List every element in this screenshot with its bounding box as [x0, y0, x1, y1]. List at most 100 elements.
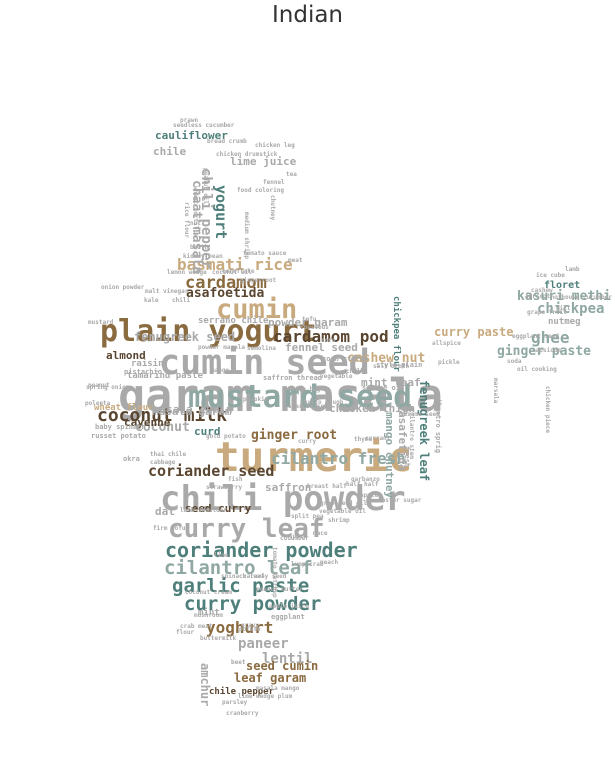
cloud-word: mint	[198, 608, 220, 618]
cloud-word: polenta	[85, 400, 111, 407]
cloud-word: curry powder	[184, 593, 322, 615]
cloud-word: almond	[106, 349, 146, 362]
cloud-word: curry paste	[434, 325, 514, 339]
cloud-word: mint leaf	[361, 376, 421, 389]
cloud-word: broth	[190, 244, 209, 251]
cloud-word: saffron	[265, 481, 312, 494]
cloud-word: capsicum	[532, 347, 561, 354]
cloud-word: fish	[228, 476, 243, 483]
cloud-word: grapeseed oil	[320, 500, 367, 507]
cloud-word: cilantro leaf	[164, 557, 313, 579]
cloud-word: shrimp	[328, 517, 350, 524]
cloud-word: coconut milk	[97, 405, 228, 426]
cloud-word: masala garam	[152, 405, 232, 418]
cloud-word: apricot	[525, 293, 551, 300]
cloud-word: curry	[298, 438, 317, 445]
cloud-word: gingerroot	[240, 277, 277, 284]
cloud-word: curry leaf	[168, 514, 325, 544]
cloud-word: sesame seed	[400, 411, 440, 418]
cloud-word: chili	[172, 297, 191, 304]
cloud-word: chicken leg	[255, 142, 295, 149]
cloud-word: masala cumin	[153, 403, 233, 416]
cloud-word: eggplant seed	[512, 333, 559, 340]
cloud-word: serrano chile	[198, 316, 269, 326]
cloud-word: bread crumb	[207, 138, 247, 145]
cloud-word: cardamom	[185, 273, 267, 293]
cloud-word: cilantro stem	[408, 412, 415, 459]
cloud-word: grape fruit	[527, 309, 567, 316]
cloud-word: meat	[288, 257, 303, 264]
cloud-word: corn starch	[322, 355, 369, 363]
cloud-word: breast half	[307, 483, 347, 490]
cloud-word: coconut	[135, 420, 190, 435]
cloud-word: half half	[346, 481, 379, 488]
cloud-word: split pea	[291, 513, 324, 520]
cloud-word: thyme	[354, 436, 373, 443]
cloud-word: cilantro fresh	[271, 449, 406, 468]
cloud-word: wheat tortilla	[192, 186, 199, 237]
cloud-word: beet	[231, 659, 246, 666]
cloud-word: lump crab	[291, 561, 324, 568]
cloud-word: fennel seed	[285, 341, 358, 354]
cloud-word: dal	[155, 505, 175, 518]
cloud-word: curd	[194, 425, 221, 438]
cloud-word: garam masala	[118, 369, 444, 422]
cloud-word: seed curry	[185, 502, 252, 515]
cloud-word: coriander powder	[165, 538, 358, 562]
cloud-word: cardamom pod	[273, 327, 389, 346]
cloud-word: peanut butter	[256, 586, 303, 593]
cloud-word: food coloring	[237, 187, 284, 194]
cloud-word: wheat flour	[94, 403, 154, 413]
cloud-word: kasuri methi	[517, 289, 611, 304]
cloud-word: semolina	[247, 345, 276, 352]
cloud-word: prawn	[180, 117, 199, 124]
cloud-word: style plain	[376, 361, 423, 369]
cloud-word: oil cooking	[517, 366, 557, 373]
cloud-word: nut	[190, 220, 201, 227]
cloud-word: okra	[123, 455, 140, 463]
cloud-word: crab meat	[180, 623, 213, 630]
cloud-word: asafoetida	[186, 286, 265, 301]
cloud-word: saffron thread	[263, 374, 323, 382]
cloud-word: chile pepper	[209, 687, 275, 697]
cloud-word: lentil	[262, 651, 313, 667]
cloud-word: cashew nut	[347, 351, 426, 366]
cloud-word: kale	[144, 297, 159, 304]
cloud-word: strawberry	[206, 484, 243, 491]
cloud-word: tofu	[302, 316, 317, 323]
cloud-word: apple juice	[269, 603, 309, 610]
cloud-word: chicken piece	[544, 386, 551, 433]
cloud-word: powder garam	[268, 316, 348, 329]
cloud-word: ginger paste	[497, 344, 591, 359]
cloud-word: coconut cream	[185, 589, 232, 596]
cloud-word: pickle	[438, 359, 460, 366]
cloud-word: nutmeg	[548, 317, 581, 327]
cloud-word: cumin	[216, 294, 298, 325]
cloud-word: seedless cucumber	[173, 122, 235, 129]
cloud-word: paneer	[238, 636, 289, 652]
cloud-word: juice	[289, 533, 308, 540]
cloud-word: cornflake	[222, 268, 255, 275]
cloud-word: parsley	[222, 699, 248, 706]
cloud-word: soda	[507, 358, 522, 365]
cloud-word: fennel	[263, 179, 285, 186]
cloud-word: ghee	[531, 328, 570, 347]
cloud-word: amchur	[198, 663, 212, 707]
cloud-word: marsala	[492, 378, 499, 404]
cloud-word: plain yogurt	[100, 314, 317, 349]
cloud-word: leaf garam	[234, 671, 307, 685]
cloud-word: lemon wedge	[167, 269, 207, 276]
chart-title: Indian	[271, 2, 344, 28]
cloud-word: chile	[153, 145, 187, 158]
cloud-word: thai chile	[150, 451, 187, 458]
cloud-word: kidney bean	[183, 253, 223, 260]
cloud-word: pistachio	[124, 368, 162, 376]
cloud-word: turmeric	[215, 433, 413, 481]
cloud-word: sesame oil	[362, 384, 405, 392]
cloud-word: couscous	[300, 324, 329, 331]
cloud-word: lime	[214, 552, 229, 559]
cloud-word: corn	[321, 337, 336, 344]
cloud-word: star anise	[288, 403, 325, 410]
cloud-word: gold potato	[206, 433, 246, 440]
